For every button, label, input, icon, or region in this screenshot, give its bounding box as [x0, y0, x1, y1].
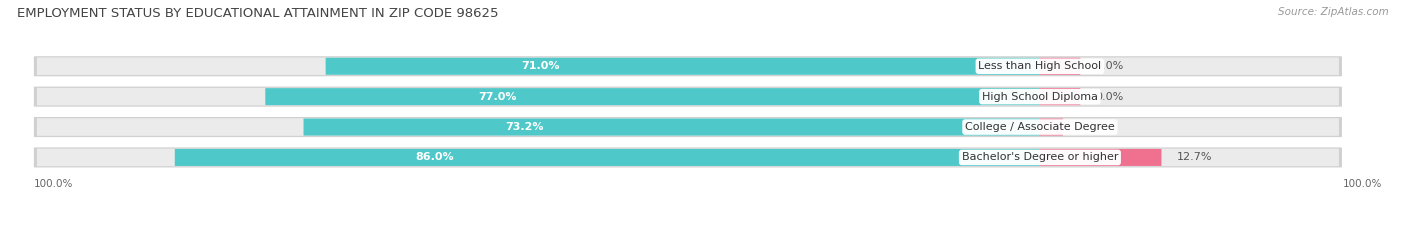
- Text: Less than High School: Less than High School: [979, 61, 1101, 71]
- FancyBboxPatch shape: [266, 88, 1040, 105]
- FancyBboxPatch shape: [174, 149, 1040, 166]
- Text: 86.0%: 86.0%: [415, 152, 454, 162]
- FancyBboxPatch shape: [37, 118, 1339, 136]
- Text: High School Diploma: High School Diploma: [981, 92, 1098, 102]
- Text: 71.0%: 71.0%: [520, 61, 560, 71]
- Text: 77.0%: 77.0%: [478, 92, 517, 102]
- Text: Bachelor's Degree or higher: Bachelor's Degree or higher: [962, 152, 1118, 162]
- FancyBboxPatch shape: [34, 147, 1341, 168]
- FancyBboxPatch shape: [37, 58, 1339, 75]
- FancyBboxPatch shape: [37, 88, 1339, 106]
- Text: Source: ZipAtlas.com: Source: ZipAtlas.com: [1278, 7, 1389, 17]
- Text: 0.0%: 0.0%: [1095, 61, 1123, 71]
- Text: EMPLOYMENT STATUS BY EDUCATIONAL ATTAINMENT IN ZIP CODE 98625: EMPLOYMENT STATUS BY EDUCATIONAL ATTAINM…: [17, 7, 498, 20]
- FancyBboxPatch shape: [1039, 119, 1063, 136]
- Text: 0.0%: 0.0%: [1095, 92, 1123, 102]
- FancyBboxPatch shape: [34, 56, 1341, 76]
- Text: 2.4%: 2.4%: [1078, 122, 1107, 132]
- FancyBboxPatch shape: [1039, 88, 1080, 105]
- FancyBboxPatch shape: [34, 117, 1341, 137]
- Text: College / Associate Degree: College / Associate Degree: [965, 122, 1115, 132]
- Text: 12.7%: 12.7%: [1177, 152, 1212, 162]
- FancyBboxPatch shape: [34, 87, 1341, 107]
- FancyBboxPatch shape: [326, 58, 1040, 75]
- Text: 73.2%: 73.2%: [505, 122, 544, 132]
- Text: 100.0%: 100.0%: [34, 179, 73, 189]
- FancyBboxPatch shape: [1039, 149, 1161, 166]
- FancyBboxPatch shape: [37, 149, 1339, 166]
- FancyBboxPatch shape: [304, 119, 1040, 136]
- Text: 100.0%: 100.0%: [1343, 179, 1382, 189]
- FancyBboxPatch shape: [1039, 58, 1080, 75]
